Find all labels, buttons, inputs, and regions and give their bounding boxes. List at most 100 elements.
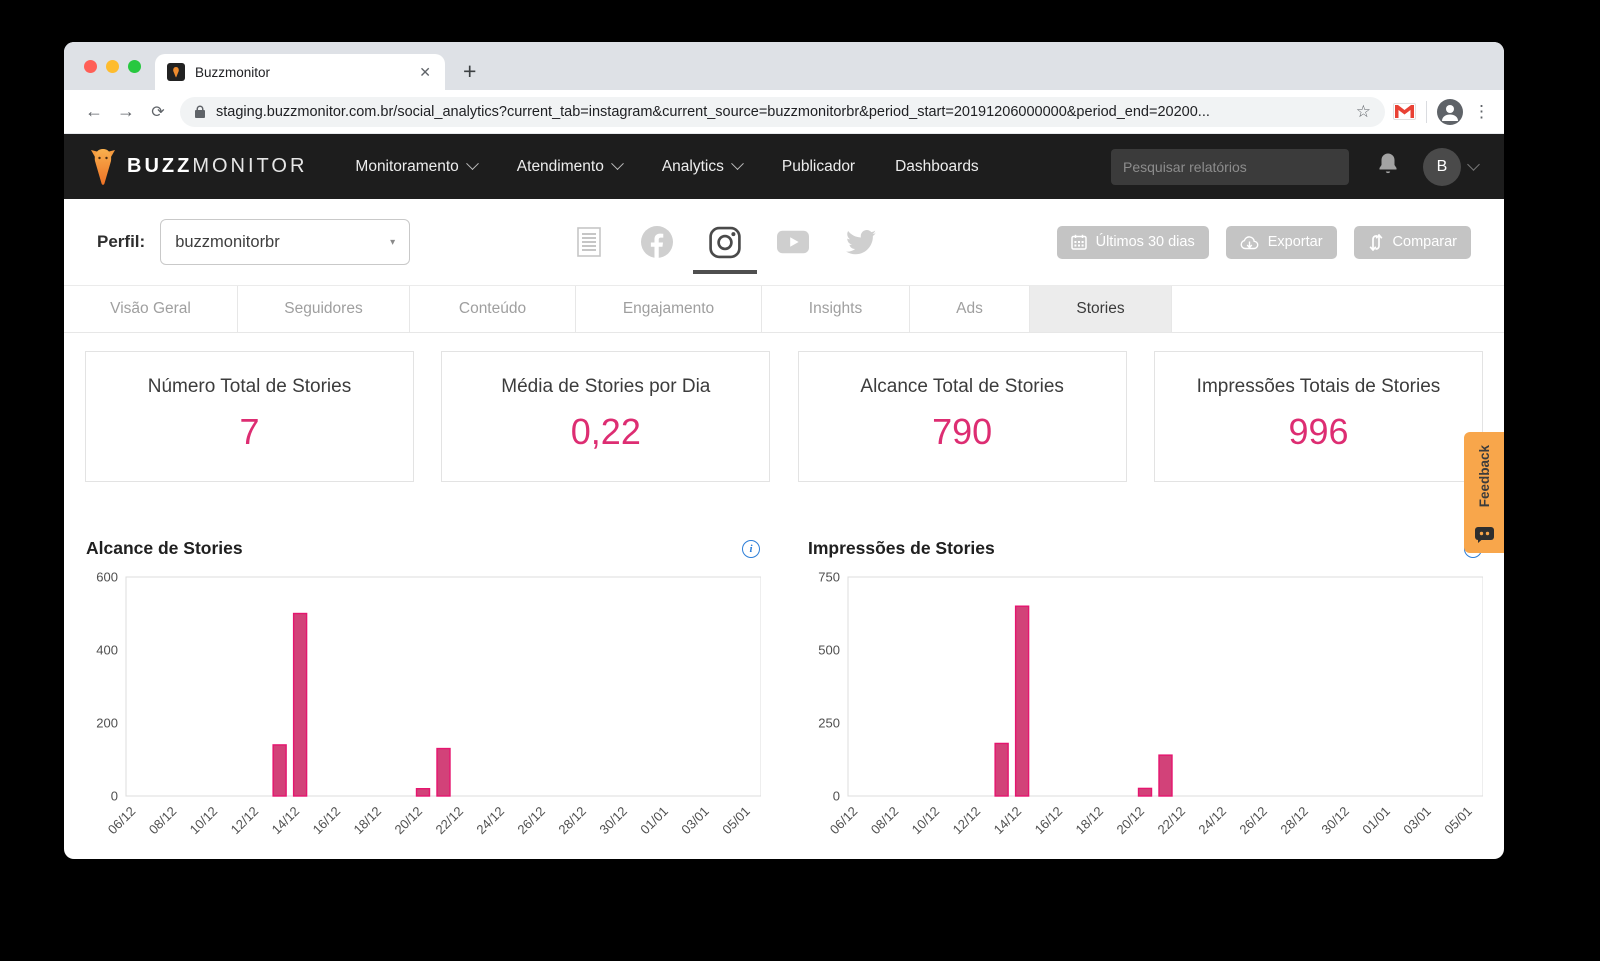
nav-atendimento[interactable]: Atendimento [517, 157, 624, 176]
brand-wordmark: BUZZMONITOR [127, 155, 307, 178]
metric-card-total-stories: Número Total de Stories 7 [85, 351, 414, 482]
nav-dashboards[interactable]: Dashboards [895, 157, 979, 175]
calendar-icon [1070, 234, 1087, 250]
metric-title: Número Total de Stories [147, 376, 352, 397]
action-buttons: Últimos 30 dias Exportar Comparar [1056, 225, 1471, 259]
tab-conteudo[interactable]: Conteúdo [410, 286, 576, 332]
x-tick-label: 10/12 [187, 804, 221, 838]
x-tick-label: 30/12 [596, 804, 630, 838]
x-tick-label: 20/12 [1114, 804, 1148, 838]
bar-chart-impressoes: 0 250 500 750 06/12 08/12 10/12 12/12 14/12 16/12… [818, 570, 1483, 838]
metric-card-alcance-total: Alcance Total de Stories 790 [797, 351, 1127, 482]
x-tick-label: 14/12 [269, 804, 303, 838]
reload-icon[interactable]: ⟳ [151, 103, 165, 121]
metric-cards: Número Total de Stories 7 Média de Stori… [85, 351, 1483, 482]
chart-title: Impressões de Stories [808, 538, 995, 558]
x-tick-label: 05/01 [719, 804, 753, 838]
back-icon[interactable]: ← [85, 101, 103, 121]
menu-dots-icon[interactable]: ⋮ [1473, 101, 1490, 121]
bar-13/12 [272, 744, 287, 797]
browser-window: Buzzmonitor ✕ + ← → ⟳ staging.buzzmonito… [64, 42, 1504, 859]
star-icon[interactable]: ☆ [1355, 101, 1371, 121]
brand-monitor: MONITOR [192, 155, 308, 177]
x-tick-label: 22/12 [432, 804, 466, 838]
x-tick-label: 22/12 [1154, 804, 1188, 838]
facebook-icon[interactable] [641, 226, 673, 258]
metric-title: Média de Stories por Dia [501, 376, 711, 397]
chat-robot-icon [1474, 527, 1494, 543]
x-tick-label: 12/12 [950, 804, 984, 838]
tab-seguidores[interactable]: Seguidores [238, 286, 410, 332]
source-icons [573, 199, 877, 285]
tab-stories[interactable]: Stories [1030, 286, 1172, 332]
twitter-icon[interactable] [845, 226, 877, 258]
metric-value: 790 [932, 411, 993, 452]
user-menu-chevron-icon[interactable] [1467, 158, 1480, 171]
buzzmonitor-logo-icon [91, 148, 115, 185]
profile-label: Perfil: [97, 232, 146, 251]
nav-monitoramento[interactable]: Monitoramento [355, 157, 479, 176]
y-tick-label: 0 [833, 789, 840, 804]
x-tick-label: 18/12 [1073, 804, 1107, 838]
x-tick-label: 14/12 [991, 804, 1025, 838]
minimize-window-button[interactable] [106, 60, 119, 73]
x-tick-label: 06/12 [105, 804, 139, 838]
y-tick-label: 0 [111, 789, 118, 804]
notifications-bell-icon[interactable] [1377, 152, 1399, 181]
chart-impressoes: Impressões de Stories i 025050075006/120… [807, 538, 1483, 845]
buzzmonitor-favicon-icon [167, 63, 185, 81]
url-text: staging.buzzmonitor.com.br/social_analyt… [216, 103, 1210, 120]
feedback-tab[interactable]: Feedback [1464, 432, 1504, 553]
forward-icon[interactable]: → [117, 101, 135, 121]
bar-13/12 [994, 742, 1009, 797]
browser-tab[interactable]: Buzzmonitor ✕ [155, 54, 445, 90]
tab-insights[interactable]: Insights [762, 286, 910, 332]
user-avatar[interactable]: B [1423, 147, 1461, 186]
metric-value: 996 [1288, 411, 1349, 452]
gmail-icon[interactable] [1393, 103, 1416, 120]
instagram-icon[interactable] [709, 226, 741, 258]
x-tick-label: 06/12 [827, 804, 861, 838]
x-tick-label: 28/12 [555, 804, 589, 838]
youtube-icon[interactable] [777, 226, 809, 258]
x-tick-label: 26/12 [1236, 804, 1270, 838]
tab-engajamento[interactable]: Engajamento [576, 286, 762, 332]
nav-publicador[interactable]: Publicador [781, 157, 856, 175]
profile-select[interactable]: buzzmonitorbr ▾ [160, 219, 411, 265]
tab-title: Buzzmonitor [195, 64, 271, 80]
x-tick-label: 01/01 [1359, 804, 1393, 838]
x-tick-label: 30/12 [1318, 804, 1352, 838]
x-tick-label: 16/12 [310, 804, 344, 838]
search-input[interactable] [1111, 148, 1349, 185]
toolbar-divider [1426, 100, 1427, 123]
select-caret-icon: ▾ [390, 236, 396, 248]
window-controls [84, 60, 141, 73]
y-tick-label: 600 [96, 570, 118, 585]
close-window-button[interactable] [84, 60, 97, 73]
date-range-button[interactable]: Últimos 30 dias [1056, 225, 1209, 259]
report-icon[interactable] [573, 226, 605, 258]
x-tick-label: 08/12 [868, 804, 902, 838]
chart-alcance: Alcance de Stories i 0 200 400 600 06/12 08/1… [85, 538, 761, 845]
chevron-down-icon [730, 157, 744, 171]
nav-analytics[interactable]: Analytics [662, 157, 744, 176]
tab-ads[interactable]: Ads [910, 286, 1030, 332]
x-tick-label: 26/12 [514, 804, 548, 838]
x-tick-label: 24/12 [473, 804, 507, 838]
main-nav: Monitoramento Atendimento Analytics Publ… [355, 157, 979, 176]
chevron-down-icon [610, 157, 624, 171]
zoom-window-button[interactable] [128, 60, 141, 73]
charts-row: Alcance de Stories i 0 200 400 600 06/12 08/1… [85, 538, 1483, 845]
profile-icon[interactable] [1437, 98, 1463, 125]
address-bar[interactable]: staging.buzzmonitor.com.br/social_analyt… [180, 96, 1385, 127]
info-icon[interactable]: i [742, 539, 760, 558]
compare-button[interactable]: Comparar [1353, 225, 1471, 259]
close-tab-icon[interactable]: ✕ [419, 63, 431, 80]
brand-buzz: BUZZ [127, 155, 193, 177]
new-tab-button[interactable]: + [463, 58, 477, 84]
cloud-download-icon [1240, 235, 1259, 249]
export-button[interactable]: Exportar [1225, 225, 1337, 259]
tab-visao-geral[interactable]: Visão Geral [64, 286, 238, 332]
chevron-down-icon [465, 157, 479, 171]
y-tick-label: 500 [818, 643, 840, 658]
